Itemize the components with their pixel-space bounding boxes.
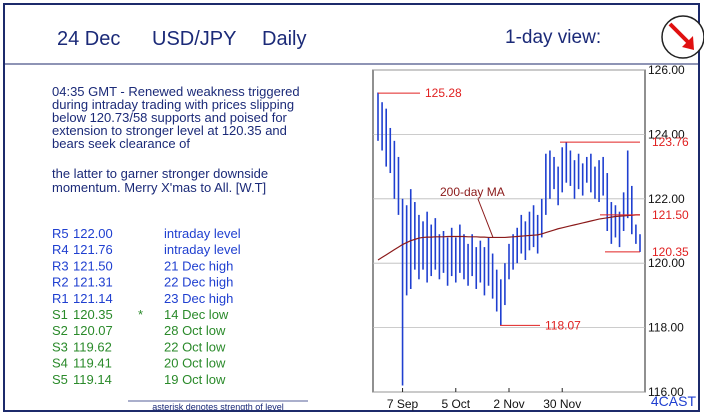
commentary-line: momentum. Merry X'mas to All. [W.T] xyxy=(52,180,266,195)
level-note: 28 Oct low xyxy=(164,323,226,338)
ma-label: 200-day MA xyxy=(440,185,505,199)
level-note: 20 Oct low xyxy=(164,356,226,371)
level-label: 121.50 xyxy=(652,208,689,222)
y-tick-label: 122.00 xyxy=(648,192,685,206)
level-value: 122.00 xyxy=(73,226,113,241)
level-value: 121.31 xyxy=(73,275,113,290)
frame xyxy=(3,3,700,412)
footnote: asterisk denotes strength of level xyxy=(152,402,284,412)
header-period: Daily xyxy=(262,28,306,50)
level-note: intraday level xyxy=(164,226,241,241)
header-view: 1-day view: xyxy=(505,27,601,48)
x-tick-label: 30 Nov xyxy=(543,397,581,411)
level-label: 123.76 xyxy=(652,135,689,149)
level-note: 22 Dec high xyxy=(164,275,233,290)
level-key: R2 xyxy=(52,275,69,290)
level-label: 120.35 xyxy=(652,245,689,259)
commentary-line: below 120.73/58 supports and poised for xyxy=(52,110,288,125)
commentary-line: during intraday trading with prices slip… xyxy=(52,97,294,112)
commentary-line: bears seek clearance of xyxy=(52,136,190,151)
level-note: 14 Dec low xyxy=(164,307,229,322)
level-note: 19 Oct low xyxy=(164,372,226,387)
commentary-line: 04:35 GMT - Renewed weakness triggered xyxy=(52,84,300,99)
level-label: 125.28 xyxy=(425,86,462,100)
commentary-line: the latter to garner stronger downside xyxy=(52,166,268,181)
x-tick-label: 2 Nov xyxy=(493,397,524,411)
icon-arrow-head xyxy=(682,36,694,50)
x-tick-label: 5 Oct xyxy=(441,397,470,411)
ma-pointer xyxy=(477,198,494,238)
level-key: R5 xyxy=(52,226,69,241)
y-tick-label: 116.00 xyxy=(648,385,684,399)
level-note: intraday level xyxy=(164,242,241,257)
direction-icon xyxy=(661,15,704,59)
level-value: 120.35 xyxy=(73,307,113,322)
brand: 4CAST xyxy=(651,393,697,409)
level-note: 21 Dec high xyxy=(164,258,233,273)
level-value: 121.76 xyxy=(73,242,113,257)
level-value: 121.14 xyxy=(73,291,113,306)
header-date: 24 Dec xyxy=(57,28,120,50)
level-key: S1 xyxy=(52,307,68,322)
y-tick-label: 120.00 xyxy=(648,256,685,270)
commentary-line: extension to stronger level at 120.35 an… xyxy=(52,123,287,138)
level-value: 119.41 xyxy=(73,356,112,371)
level-value: 119.14 xyxy=(73,372,112,387)
level-value: 121.50 xyxy=(73,258,113,273)
level-star: * xyxy=(138,307,143,322)
y-tick-label: 118.00 xyxy=(648,321,684,335)
level-note: 23 Dec high xyxy=(164,291,233,306)
level-value: 120.07 xyxy=(73,323,113,338)
level-key: R3 xyxy=(52,258,69,273)
level-value: 119.62 xyxy=(73,339,112,354)
level-key: R4 xyxy=(52,242,69,257)
level-note: 22 Oct low xyxy=(164,339,226,354)
ma-line xyxy=(377,214,640,261)
x-tick-label: 7 Sep xyxy=(387,397,419,411)
level-label: 118.07 xyxy=(545,318,581,332)
y-tick-label: 126.00 xyxy=(648,63,685,77)
level-key: S3 xyxy=(52,339,68,354)
level-key: S5 xyxy=(52,372,68,387)
icon-arrow-shaft xyxy=(668,22,691,45)
level-key: R1 xyxy=(52,291,69,306)
header-pair: USD/JPY xyxy=(152,28,236,50)
level-key: S4 xyxy=(52,356,68,371)
y-tick-label: 124.00 xyxy=(648,127,685,141)
level-key: S2 xyxy=(52,323,68,338)
